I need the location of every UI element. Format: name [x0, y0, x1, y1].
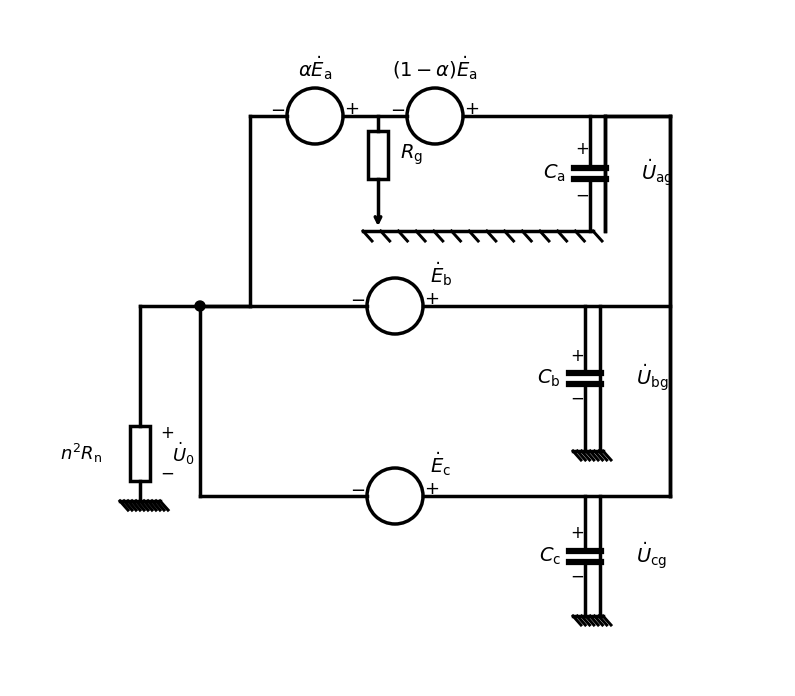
Text: $n^2R_{\mathrm{n}}$: $n^2R_{\mathrm{n}}$	[60, 442, 102, 465]
Text: $+$: $+$	[464, 100, 479, 118]
Bar	[130, 426, 150, 481]
Text: $\dot{U}_{\mathrm{cg}}$: $\dot{U}_{\mathrm{cg}}$	[636, 541, 668, 571]
Text: $+$: $+$	[570, 348, 584, 365]
Text: $C_{\mathrm{a}}$: $C_{\mathrm{a}}$	[543, 163, 566, 184]
Text: $C_{\mathrm{b}}$: $C_{\mathrm{b}}$	[537, 368, 561, 389]
Text: $\dot{E}_{\mathrm{c}}$: $\dot{E}_{\mathrm{c}}$	[430, 450, 452, 478]
Bar	[368, 131, 388, 179]
Text: $-$: $-$	[570, 567, 584, 585]
Text: $+$: $+$	[344, 100, 359, 118]
Text: $+$: $+$	[575, 141, 589, 158]
Text: $+$: $+$	[570, 525, 584, 542]
Text: $-$: $-$	[351, 480, 366, 498]
Text: $\dot{U}_0$: $\dot{U}_0$	[172, 441, 195, 466]
Text: $\alpha\dot{E}_{\mathrm{a}}$: $\alpha\dot{E}_{\mathrm{a}}$	[298, 54, 332, 82]
Text: $-$: $-$	[270, 100, 285, 118]
Text: $+$: $+$	[425, 480, 440, 498]
Text: $-$: $-$	[570, 390, 584, 407]
Text: $-$: $-$	[160, 464, 174, 482]
Text: $-$: $-$	[575, 187, 589, 204]
Text: $\dot{U}_{\mathrm{bg}}$: $\dot{U}_{\mathrm{bg}}$	[636, 363, 669, 394]
Circle shape	[195, 301, 205, 311]
Text: $(1-\alpha)\dot{E}_{\mathrm{a}}$: $(1-\alpha)\dot{E}_{\mathrm{a}}$	[392, 54, 478, 82]
Text: $+$: $+$	[425, 290, 440, 308]
Text: $\dot{E}_{\mathrm{b}}$: $\dot{E}_{\mathrm{b}}$	[430, 260, 452, 288]
Text: $-$: $-$	[390, 100, 405, 118]
Text: $C_{\mathrm{c}}$: $C_{\mathrm{c}}$	[539, 546, 561, 567]
Text: $R_{\mathrm{g}}$: $R_{\mathrm{g}}$	[400, 143, 423, 167]
Text: $+$: $+$	[160, 425, 174, 443]
Text: $-$: $-$	[351, 290, 366, 308]
Text: $\dot{U}_{\mathrm{ag}}$: $\dot{U}_{\mathrm{ag}}$	[641, 158, 673, 189]
